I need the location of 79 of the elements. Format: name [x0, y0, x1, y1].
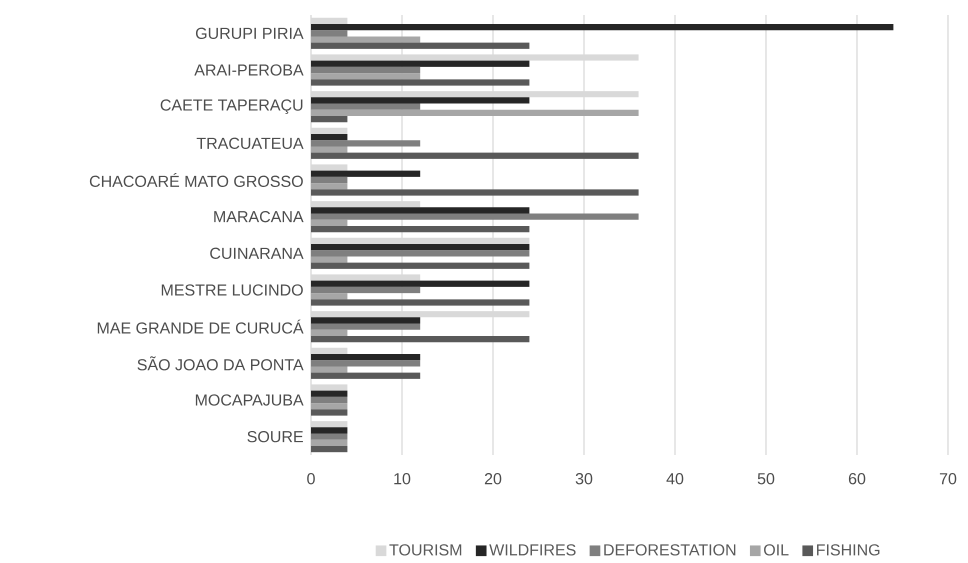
bar: [311, 134, 348, 140]
bar: [311, 207, 530, 214]
bar: [311, 152, 639, 160]
bar: [311, 97, 530, 104]
legend-label: WILDFIRES: [489, 544, 576, 556]
bar: [311, 390, 348, 398]
y-tick-label: MOCAPAJUBA: [196, 394, 304, 406]
bar: [311, 36, 420, 43]
legend-label: OIL: [764, 544, 789, 556]
y-tick-label: GURUPI PIRIA: [196, 28, 304, 40]
bar: [311, 299, 530, 306]
bar: [311, 384, 348, 391]
bar: [311, 262, 530, 270]
bar: [311, 244, 530, 250]
y-tick-label: ARAI-PEROBA: [194, 64, 304, 76]
bar: [311, 330, 348, 336]
bar: [311, 177, 348, 184]
bar: [311, 250, 530, 257]
bar: [311, 80, 530, 86]
bar: [311, 434, 348, 440]
bar: [311, 293, 348, 300]
bar: [311, 410, 348, 416]
bar: [311, 280, 530, 288]
bar: [311, 24, 894, 30]
bar: [311, 67, 420, 74]
bar: [311, 30, 348, 37]
legend-label: DEFORESTATION: [604, 544, 736, 556]
bar: [311, 421, 348, 428]
x-tick-label: 60: [848, 473, 866, 485]
bar: [311, 446, 348, 452]
y-tick-label: CHACOARÉ MATO GROSSO: [90, 173, 303, 188]
bar: [311, 324, 420, 330]
bar: [311, 116, 348, 122]
bar: [311, 287, 420, 294]
bar: [311, 183, 348, 190]
x-tick-label: 70: [940, 473, 956, 485]
x-tick-label: 30: [576, 473, 592, 485]
bar: [311, 366, 348, 373]
bar: [311, 164, 348, 171]
bar: [311, 440, 348, 446]
bar: [311, 354, 420, 360]
bar: [311, 336, 530, 342]
x-tick-label: 20: [484, 473, 502, 485]
bar: [311, 146, 348, 153]
bar: [311, 110, 639, 116]
y-tick-label: TRACUATEUA: [196, 138, 304, 150]
bar: [311, 128, 348, 134]
bar: [311, 214, 639, 220]
bar: [311, 348, 348, 354]
y-tick-label: CUINARANA: [210, 248, 304, 260]
y-tick-label: SOURE: [247, 431, 303, 442]
bar: [311, 397, 348, 404]
y-tick-label: MESTRE LUCINDO: [162, 284, 303, 296]
x-tick-label: 50: [758, 473, 774, 485]
bar: [311, 18, 348, 24]
legend-label: FISHING: [817, 544, 880, 556]
bar: [311, 73, 420, 80]
x-tick-label: 40: [666, 473, 684, 485]
bar: [311, 220, 348, 226]
x-tick-label: 10: [394, 473, 410, 485]
y-tick-label: SÃO JOAO DA PONTA: [138, 356, 304, 371]
bar: [311, 360, 420, 367]
bar: [311, 190, 639, 196]
x-tick-label: 0: [307, 473, 315, 485]
bar: [311, 140, 420, 147]
bar: [311, 170, 420, 178]
legend-label: TOURISM: [389, 544, 462, 556]
y-tick-label: MAE GRANDE DE CURUCÁ: [98, 320, 304, 334]
y-tick-label: CAETE TAPERAÇU: [160, 100, 302, 114]
bar: [311, 226, 530, 232]
bar: [311, 317, 420, 324]
bar: [311, 372, 420, 380]
y-tick-label: MARACANA: [214, 211, 304, 222]
bar: [311, 104, 420, 110]
bar: [311, 403, 348, 410]
bar: [311, 256, 348, 263]
bar: [311, 60, 530, 68]
bar: [311, 427, 348, 434]
bar: [311, 42, 530, 50]
